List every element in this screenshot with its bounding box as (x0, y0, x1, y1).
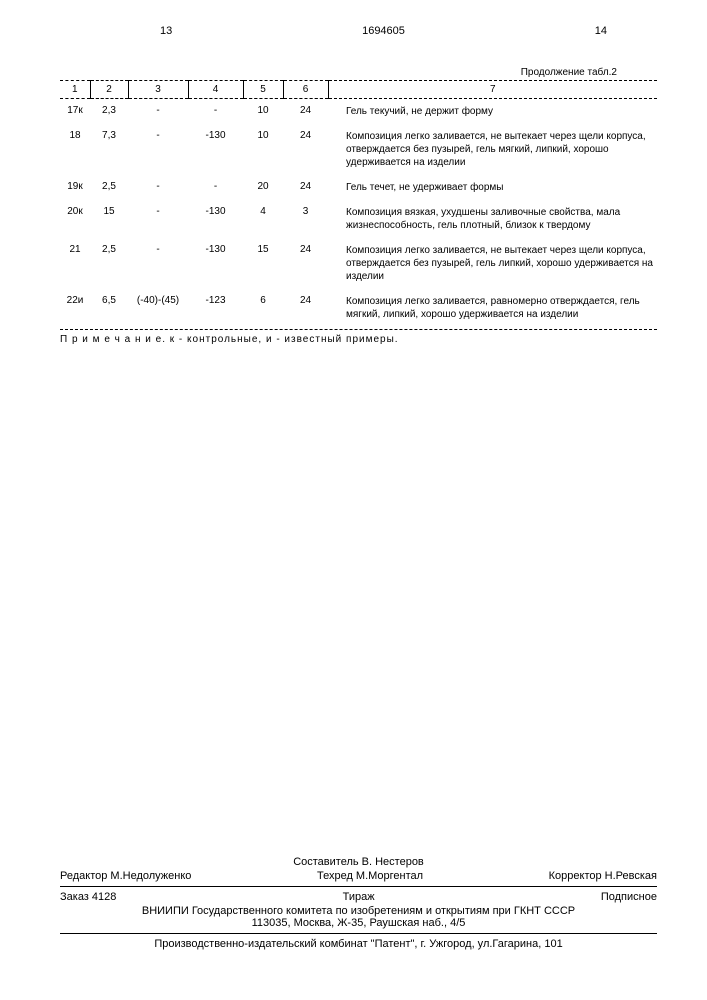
cell: 21 (60, 238, 90, 289)
table-header-row: 1 2 3 4 5 6 7 (60, 81, 657, 99)
cell: 2,5 (90, 238, 128, 289)
col-header: 2 (90, 81, 128, 99)
cell: - (188, 175, 243, 200)
col-header: 7 (328, 81, 657, 99)
table-row: 187,3--1301024Композиция легко заливаетс… (60, 124, 657, 175)
cell: 24 (283, 238, 328, 289)
cell: 15 (243, 238, 283, 289)
cell: 6,5 (90, 289, 128, 327)
cell: 24 (283, 289, 328, 327)
cell: - (128, 200, 188, 238)
cell: (-40)-(45) (128, 289, 188, 327)
cell: Композиция легко заливается, не вытекает… (328, 238, 657, 289)
order: Заказ 4128 (60, 891, 116, 903)
subscription: Подписное (601, 891, 657, 903)
org-line-1: ВНИИПИ Государственного комитета по изоб… (60, 905, 657, 917)
cell: Гель текучий, не держит форму (328, 99, 657, 125)
compiler: Составитель В. Нестеров (60, 856, 657, 868)
cell: 6 (243, 289, 283, 327)
cell: Гель течет, не удерживает формы (328, 175, 657, 200)
cell: 2,5 (90, 175, 128, 200)
cell: Композиция легко заливается, равномерно … (328, 289, 657, 327)
doc-number: 1694605 (362, 25, 405, 37)
table-note: П р и м е ч а н и е. к - контрольные, и … (60, 334, 657, 345)
cell: -130 (188, 124, 243, 175)
org-line-3: Производственно-издательский комбинат "П… (60, 938, 657, 950)
tirazh: Тираж (343, 891, 375, 903)
table-row: 20к15--13043Композиция вязкая, ухудшены … (60, 200, 657, 238)
cell: 7,3 (90, 124, 128, 175)
col-header: 4 (188, 81, 243, 99)
cell: -130 (188, 238, 243, 289)
cell: - (128, 238, 188, 289)
table-row: 17к2,3--1024Гель текучий, не держит форм… (60, 99, 657, 125)
page-left: 13 (160, 25, 172, 37)
cell: 2,3 (90, 99, 128, 125)
cell: 24 (283, 124, 328, 175)
cell: 24 (283, 99, 328, 125)
col-header: 6 (283, 81, 328, 99)
cell: Композиция вязкая, ухудшены заливочные с… (328, 200, 657, 238)
cell: 24 (283, 175, 328, 200)
col-header: 5 (243, 81, 283, 99)
cell: 17к (60, 99, 90, 125)
page-right: 14 (595, 25, 607, 37)
cell: - (128, 175, 188, 200)
cell: Композиция легко заливается, не вытекает… (328, 124, 657, 175)
page-header: 13 1694605 14 (60, 25, 657, 37)
techred: Техред М.Моргентал (317, 870, 423, 882)
org-line-2: 113035, Москва, Ж-35, Раушская наб., 4/5 (60, 917, 657, 929)
cell: 4 (243, 200, 283, 238)
editor: Редактор М.Недолуженко (60, 870, 191, 882)
col-header: 3 (128, 81, 188, 99)
cell: 19к (60, 175, 90, 200)
cell: 3 (283, 200, 328, 238)
cell: 10 (243, 99, 283, 125)
corrector: Корректор Н.Ревская (549, 870, 657, 882)
cell: 10 (243, 124, 283, 175)
cell: 22и (60, 289, 90, 327)
continuation-label: Продолжение табл.2 (60, 67, 617, 78)
table-row: 22и6,5(-40)-(45)-123624Композиция легко … (60, 289, 657, 327)
cell: 20к (60, 200, 90, 238)
data-table: 1 2 3 4 5 6 7 17к2,3--1024Гель текучий, … (60, 80, 657, 327)
cell: -130 (188, 200, 243, 238)
cell: - (128, 124, 188, 175)
table-row: 212,5--1301524Композиция легко заливаетс… (60, 238, 657, 289)
cell: 18 (60, 124, 90, 175)
col-header: 1 (60, 81, 90, 99)
cell: -123 (188, 289, 243, 327)
table-bottom-rule (60, 329, 657, 330)
cell: 15 (90, 200, 128, 238)
table-row: 19к2,5--2024Гель течет, не удерживает фо… (60, 175, 657, 200)
cell: - (188, 99, 243, 125)
cell: - (128, 99, 188, 125)
footer: Составитель В. Нестеров Редактор М.Недол… (60, 856, 657, 950)
cell: 20 (243, 175, 283, 200)
